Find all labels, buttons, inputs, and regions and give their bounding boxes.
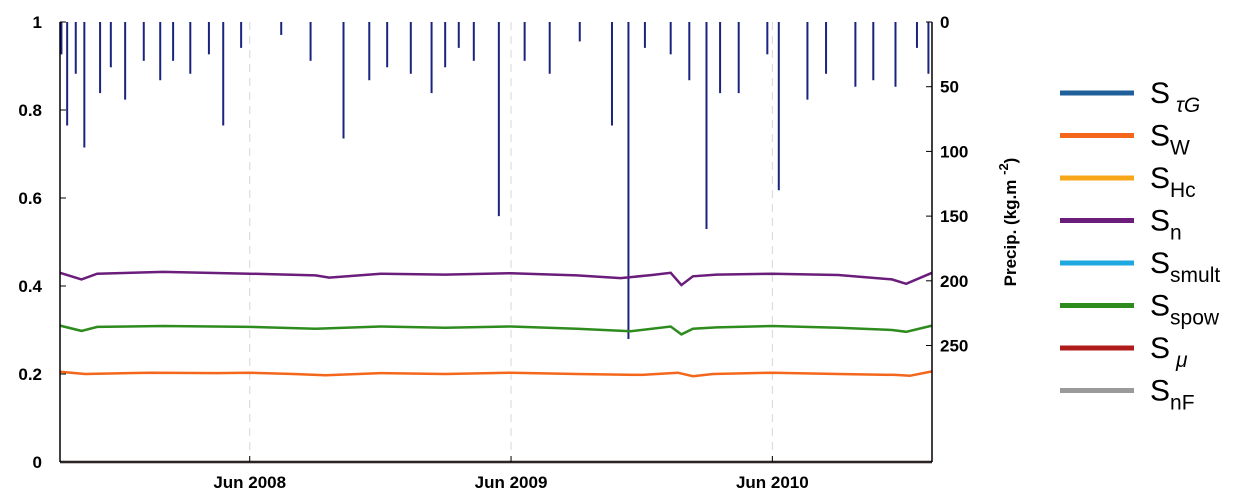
y-right-tick-label: 100 — [940, 142, 968, 161]
axes-layer: 0 0.2 0.4 0.6 0.8 1 0 50 100 150 200 250 Jun 2008 Jun… — [18, 13, 1020, 492]
precip-bars-layer — [60, 22, 930, 340]
legend-label: SW — [1150, 120, 1190, 160]
grid-layer — [249, 22, 773, 462]
series-line — [59, 324, 933, 336]
series-line — [59, 270, 933, 287]
legend-label: SnF — [1150, 375, 1195, 415]
y-right-tick-label: 250 — [940, 337, 968, 356]
series-lines-layer — [59, 270, 933, 464]
y-right-tick-label: 200 — [940, 272, 968, 291]
x-tick-label: Jun 2009 — [475, 473, 548, 492]
series-line — [59, 370, 933, 378]
legend-label: Sspow — [1150, 290, 1220, 330]
legend-label: Ssmult — [1150, 247, 1220, 287]
y-right-tick-label: 150 — [940, 207, 968, 226]
x-tick-label: Jun 2010 — [736, 473, 809, 492]
y-right-tick-label: 50 — [940, 78, 959, 97]
y-tick-label: 0 — [33, 453, 42, 472]
y-tick-label: 0.2 — [18, 365, 42, 384]
y-tick-label: 1 — [33, 13, 42, 32]
y-right-axis-title: Precip. (kg.m -2) — [996, 158, 1020, 287]
y-tick-label: 0.8 — [18, 101, 42, 120]
y-tick-label: 0.6 — [18, 189, 42, 208]
legend-label: SHc — [1150, 162, 1196, 202]
legend-label: Sn — [1150, 205, 1182, 245]
x-tick-label: Jun 2008 — [213, 473, 286, 492]
y-tick-label: 0.4 — [18, 277, 42, 296]
y-right-tick-label: 0 — [940, 13, 949, 32]
